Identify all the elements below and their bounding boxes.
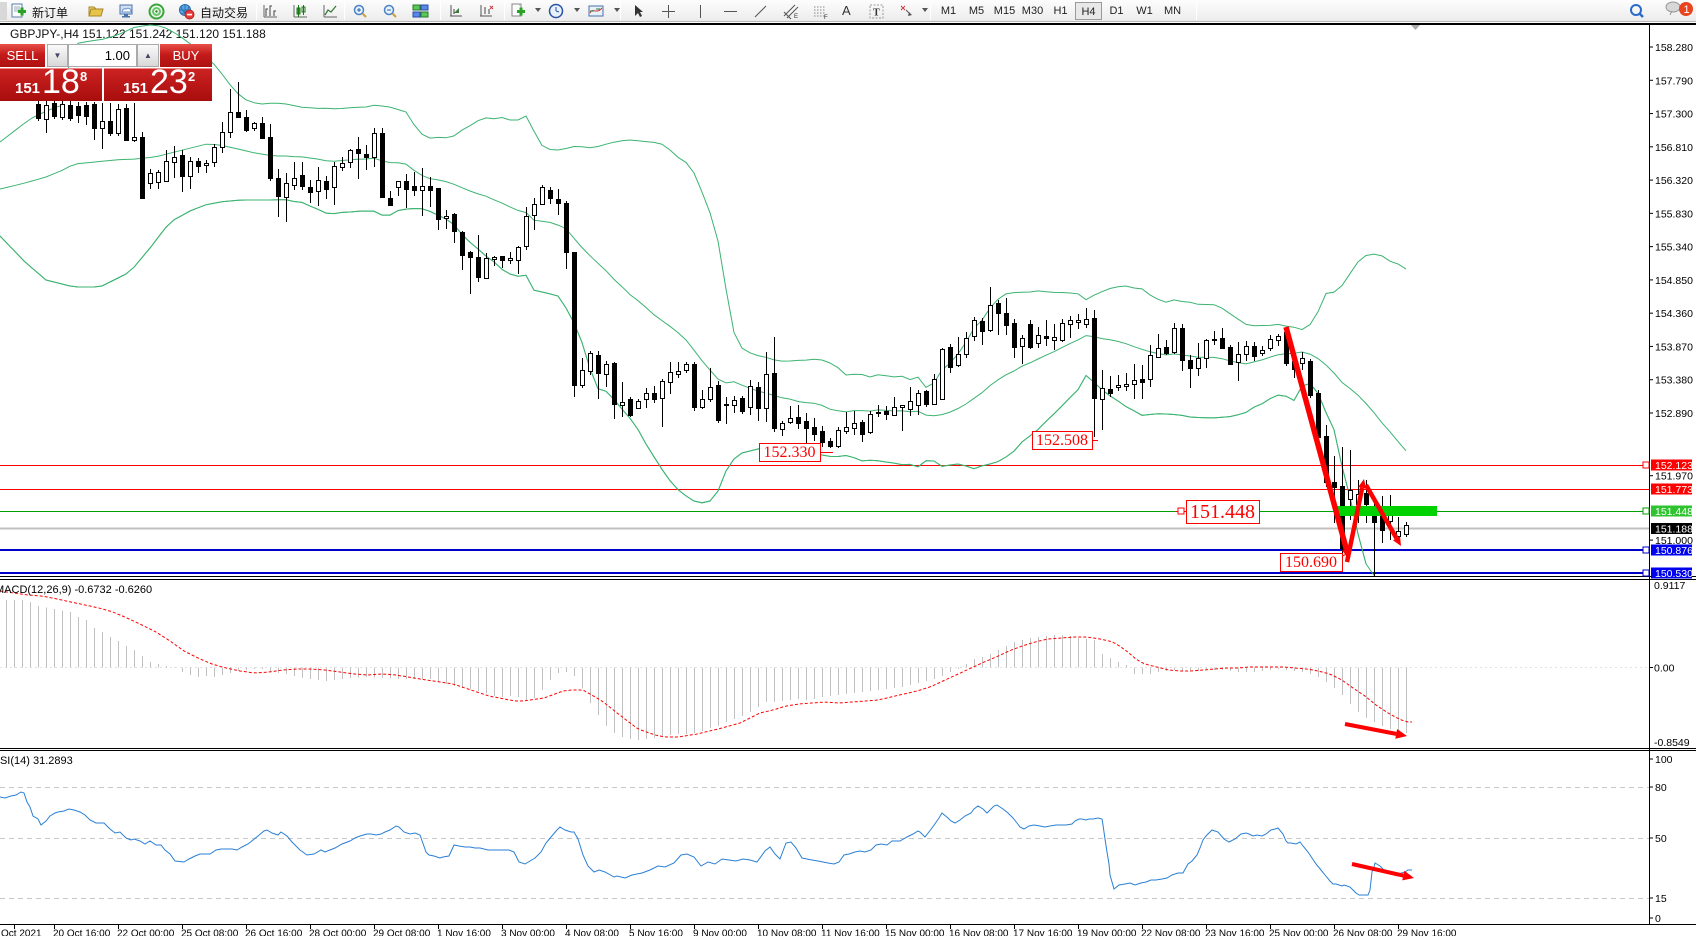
svg-text:156.320: 156.320 [1655, 175, 1693, 187]
svg-text:151.448: 151.448 [1190, 501, 1255, 523]
svg-text:9 Nov 00:00: 9 Nov 00:00 [693, 929, 747, 936]
svg-text:20 Oct 16:00: 20 Oct 16:00 [53, 929, 111, 936]
svg-text:155.340: 155.340 [1655, 242, 1693, 254]
svg-text:151.000: 151.000 [1655, 535, 1693, 547]
svg-text:152.890: 152.890 [1655, 408, 1693, 420]
svg-text:154.850: 154.850 [1655, 275, 1693, 287]
svg-text:RSI(14) 31.2893: RSI(14) 31.2893 [0, 755, 73, 767]
svg-text:3 Nov 00:00: 3 Nov 00:00 [501, 929, 555, 936]
svg-text:17 Nov 16:00: 17 Nov 16:00 [1013, 929, 1073, 936]
svg-text:28 Oct 00:00: 28 Oct 00:00 [309, 929, 367, 936]
svg-text:153.870: 153.870 [1655, 341, 1693, 353]
svg-text:151.448: 151.448 [1655, 506, 1693, 518]
svg-text:22 Oct 00:00: 22 Oct 00:00 [117, 929, 175, 936]
svg-text:157.790: 157.790 [1655, 75, 1693, 87]
svg-text:25 Oct 08:00: 25 Oct 08:00 [181, 929, 239, 936]
svg-text:157.300: 157.300 [1655, 109, 1693, 121]
svg-text:15 Nov 00:00: 15 Nov 00:00 [885, 929, 945, 936]
svg-text:-0.8549: -0.8549 [1654, 737, 1690, 749]
svg-text:0: 0 [1655, 913, 1661, 925]
svg-text:F: F [824, 15, 828, 20]
svg-text:156.810: 156.810 [1655, 142, 1693, 154]
svg-text:26 Nov 08:00: 26 Nov 08:00 [1333, 929, 1393, 936]
svg-text:5 Nov 16:00: 5 Nov 16:00 [629, 929, 683, 936]
svg-text:151.188: 151.188 [1655, 524, 1693, 536]
svg-text:150.876: 150.876 [1655, 545, 1693, 557]
svg-text:80: 80 [1655, 782, 1667, 794]
svg-text:4 Nov 08:00: 4 Nov 08:00 [565, 929, 619, 936]
svg-text:29 Oct 08:00: 29 Oct 08:00 [373, 929, 431, 936]
svg-text:E: E [794, 14, 798, 20]
svg-text:25 Nov 00:00: 25 Nov 00:00 [1269, 929, 1329, 936]
svg-text:151.970: 151.970 [1655, 471, 1693, 483]
svg-text:22 Nov 08:00: 22 Nov 08:00 [1141, 929, 1201, 936]
svg-text:MACD(12,26,9) -0.6732 -0.6260: MACD(12,26,9) -0.6732 -0.6260 [0, 584, 152, 596]
svg-text:1: 1 [1684, 4, 1690, 16]
svg-text:11 Nov 16:00: 11 Nov 16:00 [821, 929, 880, 936]
svg-text:155.830: 155.830 [1655, 208, 1693, 220]
svg-text:29 Nov 16:00: 29 Nov 16:00 [1397, 929, 1457, 936]
svg-text:153.380: 153.380 [1655, 375, 1693, 387]
svg-text:19 Nov 00:00: 19 Nov 00:00 [1077, 929, 1137, 936]
svg-text:0.9117: 0.9117 [1654, 580, 1685, 592]
svg-text:50: 50 [1655, 833, 1667, 845]
svg-text:GBPJPY-,H4 151.122 151.242 15: GBPJPY-,H4 151.122 151.242 151.120 151.1… [10, 27, 266, 41]
svg-text:150.530: 150.530 [1655, 568, 1693, 580]
svg-text:Oct 2021: Oct 2021 [1, 929, 42, 936]
svg-text:23 Nov 16:00: 23 Nov 16:00 [1205, 929, 1265, 936]
svg-text:16 Nov 08:00: 16 Nov 08:00 [949, 929, 1009, 936]
svg-text:0.00: 0.00 [1654, 663, 1675, 675]
svg-text:10 Nov 08:00: 10 Nov 08:00 [757, 929, 817, 936]
svg-text:1 Nov 16:00: 1 Nov 16:00 [437, 929, 491, 936]
svg-text:15: 15 [1655, 893, 1667, 905]
svg-text:150.690: 150.690 [1285, 554, 1337, 571]
svg-text:151.773: 151.773 [1655, 484, 1693, 496]
svg-text:154.360: 154.360 [1655, 308, 1693, 320]
svg-text:26 Oct 16:00: 26 Oct 16:00 [245, 929, 303, 936]
svg-text:158.280: 158.280 [1655, 42, 1693, 54]
svg-text:152.330: 152.330 [764, 444, 816, 461]
svg-text:T: T [873, 8, 880, 19]
svg-text:100: 100 [1655, 754, 1673, 766]
svg-text:152.508: 152.508 [1036, 432, 1088, 449]
svg-text:152.123: 152.123 [1655, 460, 1693, 472]
